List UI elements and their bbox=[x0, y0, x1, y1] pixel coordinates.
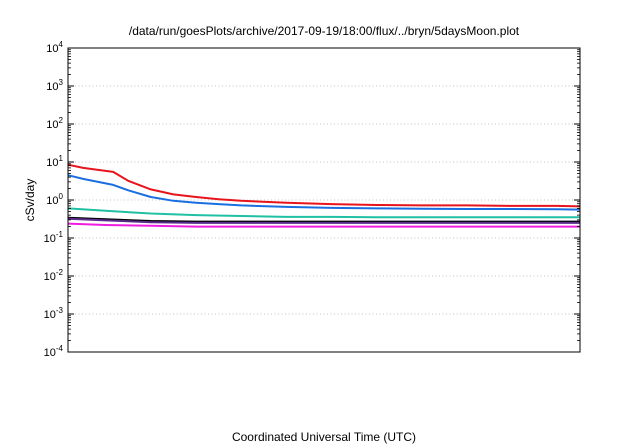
x-axis-label: Coordinated Universal Time (UTC) bbox=[232, 430, 416, 444]
y-tick-label: 10-1 bbox=[44, 230, 64, 245]
y-axis-ticks: 10-4 10-3 10-2 10-1 100 101 102 103 104 bbox=[44, 40, 580, 359]
y-tick-label: 102 bbox=[46, 116, 63, 131]
y-tick-label: 104 bbox=[46, 40, 63, 55]
series-layer bbox=[67, 163, 581, 228]
y-tick-label: 10-2 bbox=[44, 268, 64, 283]
y-axis-label: cSv/day bbox=[23, 179, 37, 222]
y-tick-label: 10-3 bbox=[44, 306, 64, 321]
series-line-4 bbox=[67, 216, 580, 223]
y-tick-label: 101 bbox=[46, 154, 63, 169]
chart-title: /data/run/goesPlots/archive/2017-09-19/1… bbox=[129, 24, 520, 38]
series-line-1 bbox=[67, 163, 581, 208]
y-tick-label: 10-4 bbox=[44, 344, 64, 359]
series-line-6 bbox=[67, 222, 580, 228]
series-line-3 bbox=[67, 207, 580, 219]
y-tick-label: 103 bbox=[46, 78, 63, 93]
series-line-2 bbox=[67, 174, 581, 211]
y-tick-label: 100 bbox=[46, 192, 63, 207]
gridlines bbox=[68, 85, 580, 315]
series-line-5 bbox=[67, 217, 580, 224]
